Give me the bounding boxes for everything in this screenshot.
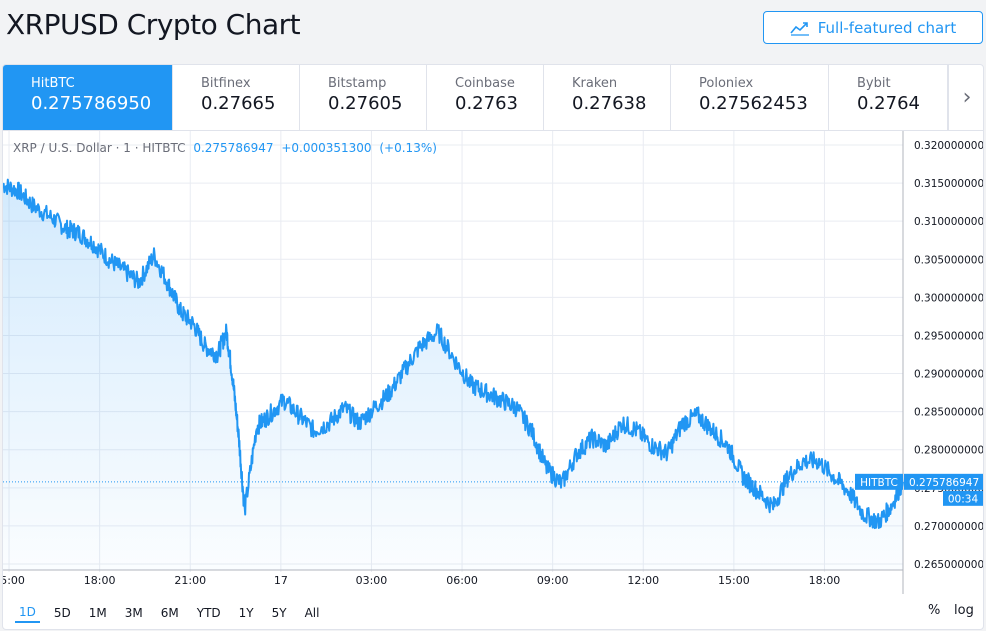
exchange-price: 0.27605 — [328, 93, 403, 114]
chart-legend: XRP / U.S. Dollar · 1 · HITBTC 0.2757869… — [13, 141, 437, 155]
range-6m[interactable]: 6M — [160, 606, 179, 620]
exchange-name: Bitstamp — [328, 76, 387, 91]
price-series-line — [3, 178, 904, 530]
y-tick-label: 0.285000000 — [914, 407, 984, 419]
exchange-name: Poloniex — [699, 76, 754, 91]
y-tick-label: 0.315000000 — [914, 178, 984, 190]
exchange-name: Bitfinex — [201, 76, 251, 91]
y-tick-label: 0.290000000 — [914, 369, 984, 381]
last-price-axis-label — [904, 473, 983, 490]
exchange-name: Bybit — [857, 76, 891, 91]
chart-line-icon — [790, 21, 809, 36]
x-tick-label: 18:00 — [84, 574, 116, 587]
y-tick-label: 0.265000000 — [914, 559, 984, 571]
y-tick-label: 0.300000000 — [914, 292, 984, 304]
last-price-axis-text: 0.275786947 — [909, 477, 979, 489]
exchange-tab-bitstamp[interactable]: Bitstamp 0.27605 — [300, 65, 427, 130]
exchange-name: HitBTC — [31, 76, 75, 91]
y-tick-label: 0.310000000 — [914, 216, 984, 228]
source-badge-label: HITBTC — [860, 477, 898, 489]
full-featured-chart-label: Full-featured chart — [817, 18, 957, 37]
price-chart[interactable]: 0.320000000 0.315000000 0.310000000 0.30500… — [3, 131, 984, 595]
exchange-tab-bybit[interactable]: Bybit 0.2764 — [829, 65, 948, 130]
countdown-label — [943, 490, 983, 506]
log-toggle[interactable]: log — [954, 603, 974, 618]
range-toolbar: 1D 5D 1M 3M 6M YTD 1Y 5Y All % log — [3, 595, 983, 629]
exchange-name: Kraken — [572, 76, 618, 91]
exchange-price: 0.2763 — [455, 93, 518, 114]
range-1m[interactable]: 1M — [88, 606, 107, 620]
source-badge — [855, 473, 903, 490]
exchange-tab-bitfinex[interactable]: Bitfinex 0.27665 — [173, 65, 300, 130]
y-tick-label: 0.270000000 — [914, 521, 984, 533]
legend-symbol: XRP / U.S. Dollar · 1 · HITBTC — [13, 141, 186, 155]
exchange-tab-kraken[interactable]: Kraken 0.27638 — [544, 65, 671, 130]
exchange-tabs: HitBTC 0.275786950 Bitfinex 0.27665 Bits… — [3, 65, 983, 131]
y-tick-label: 0.295000000 — [914, 330, 984, 342]
range-1y[interactable]: 1Y — [238, 606, 254, 620]
x-tick-label: 03:00 — [356, 574, 388, 587]
x-tick-label: 09:00 — [537, 574, 569, 587]
full-featured-chart-button[interactable]: Full-featured chart — [763, 11, 983, 44]
y-tick-label: 0.280000000 — [914, 445, 984, 457]
legend-change-pct: (+0.13%) — [379, 141, 437, 155]
chevron-right-icon: › — [962, 85, 972, 110]
x-tick-label: 15:00 — [718, 574, 750, 587]
exchange-price: 0.2764 — [857, 93, 920, 114]
countdown-text: 00:34 — [948, 493, 979, 505]
legend-change: +0.000351300 — [281, 141, 372, 155]
percent-toggle[interactable]: % — [928, 603, 941, 618]
tabs-next-button[interactable]: › — [948, 65, 983, 130]
exchange-price: 0.275786950 — [31, 93, 152, 114]
x-tick-label: 12:00 — [627, 574, 659, 587]
exchange-name: Coinbase — [455, 76, 515, 91]
range-ytd[interactable]: YTD — [196, 606, 221, 620]
chart-widget: HitBTC 0.275786950 Bitfinex 0.27665 Bits… — [2, 64, 984, 630]
y-tick-label: 0.305000000 — [914, 254, 984, 266]
x-tick-label: 21:00 — [174, 574, 206, 587]
exchange-tab-poloniex[interactable]: Poloniex 0.27562453 — [671, 65, 829, 130]
x-tick-label: 18:00 — [809, 574, 841, 587]
exchange-tab-coinbase[interactable]: Coinbase 0.2763 — [427, 65, 544, 130]
exchange-tab-hitbtc[interactable]: HitBTC 0.275786950 — [3, 65, 173, 130]
range-all[interactable]: All — [304, 606, 320, 620]
range-5d[interactable]: 5D — [53, 606, 71, 620]
exchange-price: 0.27562453 — [699, 93, 808, 114]
range-5y[interactable]: 5Y — [271, 606, 287, 620]
legend-last-price: 0.275786947 — [193, 141, 274, 155]
range-3m[interactable]: 3M — [124, 606, 143, 620]
x-tick-label: 17 — [274, 574, 288, 587]
y-tick-label: 0.320000000 — [914, 140, 984, 152]
x-tick-label: 06:00 — [446, 574, 478, 587]
range-1d[interactable]: 1D — [15, 603, 40, 623]
page-title: XRPUSD Crypto Chart — [6, 8, 301, 41]
exchange-price: 0.27665 — [201, 93, 276, 114]
exchange-price: 0.27638 — [572, 93, 647, 114]
price-area-fill — [3, 179, 903, 570]
x-tick-label: 15:00 — [3, 574, 25, 587]
